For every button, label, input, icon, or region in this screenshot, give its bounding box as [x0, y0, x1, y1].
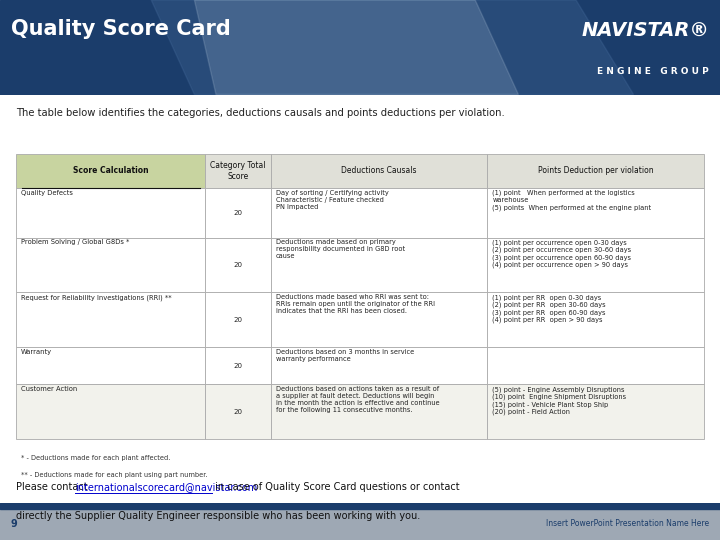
Bar — [271, 347, 487, 384]
Text: Category Total
Score: Category Total Score — [210, 161, 266, 180]
Text: 9: 9 — [11, 519, 17, 529]
Text: 20: 20 — [233, 409, 243, 415]
Text: Please contact: Please contact — [16, 482, 91, 492]
Text: * - Deductions made for each plant affected.: * - Deductions made for each plant affec… — [21, 455, 170, 461]
Text: Request for Reliability Investigations (RRI) **: Request for Reliability Investigations (… — [21, 294, 171, 301]
Text: Warranty: Warranty — [21, 349, 52, 355]
Text: E N G I N E   G R O U P: E N G I N E G R O U P — [598, 66, 709, 76]
Bar — [205, 154, 271, 188]
Bar — [205, 293, 271, 347]
Text: 20: 20 — [233, 317, 243, 323]
Text: Insert PowerPoint Presentation Name Here: Insert PowerPoint Presentation Name Here — [546, 519, 709, 528]
Bar — [271, 238, 487, 293]
Text: Deductions based on actions taken as a result of
a supplier at fault detect. Ded: Deductions based on actions taken as a r… — [276, 386, 439, 413]
Text: The table below identifies the categories, deductions causals and points deducti: The table below identifies the categorie… — [16, 107, 505, 118]
Text: ** - Deductions made for each plant using part number.: ** - Deductions made for each plant usin… — [21, 472, 207, 478]
Bar — [0, 503, 720, 509]
Bar — [205, 384, 271, 439]
Bar — [271, 188, 487, 238]
Text: internationalscorecard@navistar.com: internationalscorecard@navistar.com — [75, 482, 257, 492]
Text: 20: 20 — [233, 262, 243, 268]
Bar — [16, 154, 205, 188]
Text: Deductions Causals: Deductions Causals — [341, 166, 417, 176]
Text: 20: 20 — [233, 363, 243, 369]
Text: Problem Solving / Global G8Ds *: Problem Solving / Global G8Ds * — [21, 239, 130, 245]
Bar — [16, 293, 205, 347]
Bar — [16, 238, 205, 293]
Text: (1) point per occurrence open 0-30 days
(2) point per occurrence open 30-60 days: (1) point per occurrence open 0-30 days … — [492, 239, 631, 268]
Bar — [487, 188, 704, 238]
Bar — [487, 238, 704, 293]
Text: Quality Score Card: Quality Score Card — [11, 19, 230, 39]
Text: NAVISTAR®: NAVISTAR® — [581, 21, 709, 40]
Text: (1) point per RR  open 0-30 days
(2) point per RR  open 30-60 days
(3) point per: (1) point per RR open 0-30 days (2) poin… — [492, 294, 606, 323]
Text: Score Calculation: Score Calculation — [73, 166, 148, 176]
Text: directly the Supplier Quality Engineer responsible who has been working with you: directly the Supplier Quality Engineer r… — [16, 511, 420, 522]
Bar — [487, 384, 704, 439]
Text: Points Deduction per violation: Points Deduction per violation — [538, 166, 654, 176]
Text: Deductions made based who RRI was sent to:
RRIs remain open until the originator: Deductions made based who RRI was sent t… — [276, 294, 435, 314]
Text: Deductions based on 3 months in service
warranty performance: Deductions based on 3 months in service … — [276, 349, 414, 362]
Text: 20: 20 — [233, 210, 243, 216]
Bar — [16, 384, 205, 439]
Text: Quality Defects: Quality Defects — [21, 190, 73, 195]
Bar — [271, 384, 487, 439]
Bar — [487, 154, 704, 188]
Polygon shape — [194, 0, 518, 94]
Text: Customer Action: Customer Action — [21, 386, 77, 392]
Bar — [16, 347, 205, 384]
Text: (1) point   When performed at the logistics
warehouse
(5) points  When performed: (1) point When performed at the logistic… — [492, 190, 652, 211]
Text: Day of sorting / Certifying activity
Characteristic / Feature checked
PN Impacte: Day of sorting / Certifying activity Cha… — [276, 190, 388, 210]
Text: Deductions made based on primary
responsibility documented in G8D root
cause: Deductions made based on primary respons… — [276, 239, 405, 259]
Bar — [205, 188, 271, 238]
Text: (5) point - Engine Assembly Disruptions
(10) point  Engine Shipment Disruptions
: (5) point - Engine Assembly Disruptions … — [492, 386, 626, 415]
Bar — [205, 347, 271, 384]
Bar — [487, 347, 704, 384]
Bar — [205, 238, 271, 293]
Text: in case of Quality Score Card questions or contact: in case of Quality Score Card questions … — [212, 482, 459, 492]
Polygon shape — [151, 0, 634, 94]
Bar — [271, 293, 487, 347]
Bar — [16, 188, 205, 238]
Bar — [487, 293, 704, 347]
Bar — [271, 154, 487, 188]
